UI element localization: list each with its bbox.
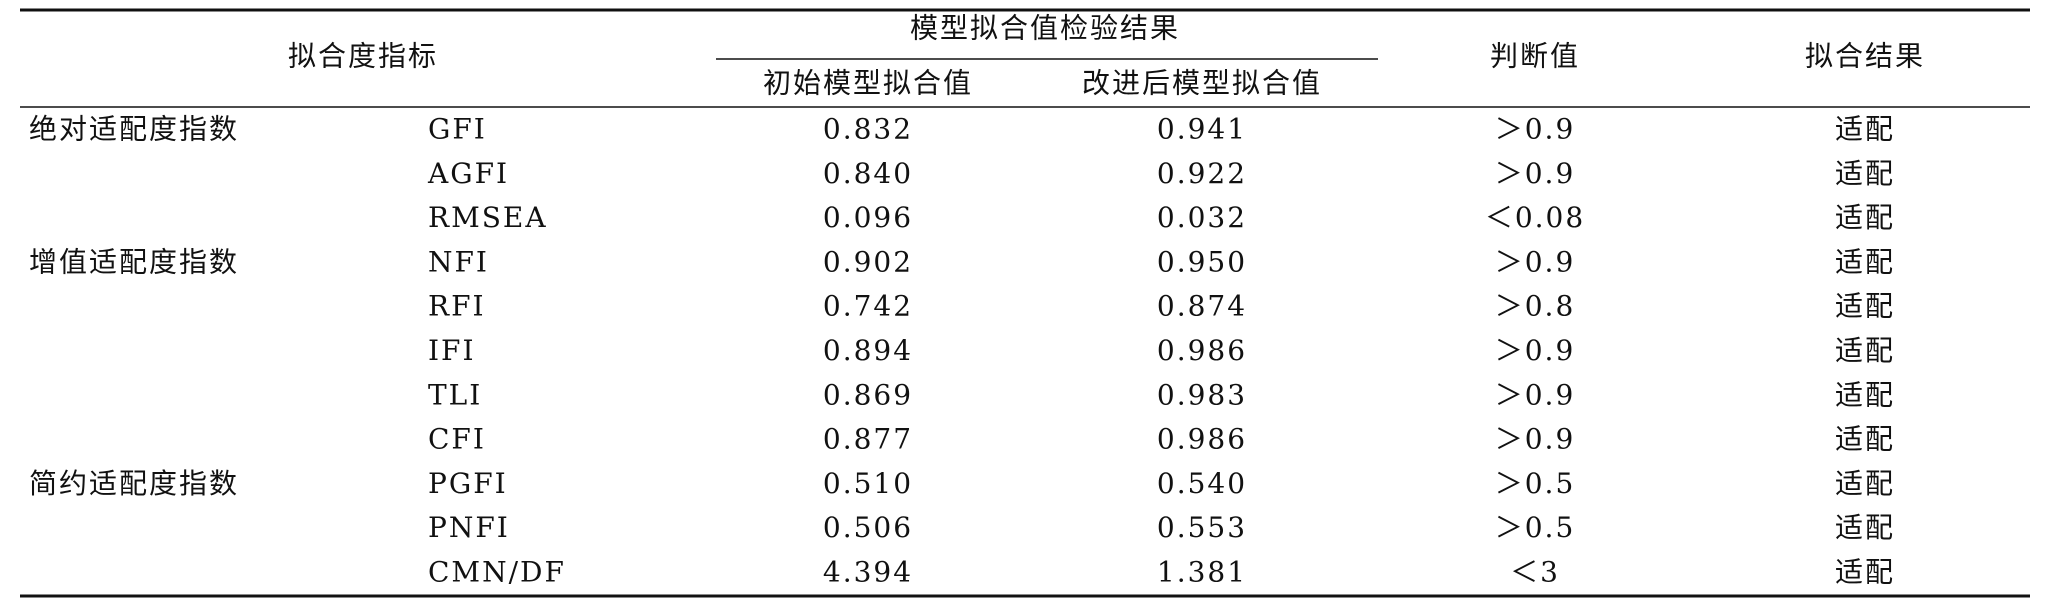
cell-index: RMSEA [428,201,548,234]
cell-initial: 0.742 [823,290,913,323]
cell-improved: 0.874 [1157,290,1247,323]
cell-initial: 0.869 [823,378,913,411]
cell-improved: 0.983 [1157,378,1247,411]
cell-group: 简约适配度指数 [29,467,239,500]
cell-criterion: ＞0.5 [1495,511,1576,544]
cell-initial: 0.510 [823,467,913,500]
cell-index: GFI [428,113,487,146]
cell-initial: 4.394 [823,556,913,589]
cell-criterion: ＞0.9 [1495,378,1576,411]
cell-improved: 0.986 [1157,334,1247,367]
cell-index: CMN/DF [428,556,566,589]
cell-initial: 0.840 [823,157,913,190]
cell-criterion: ＞0.9 [1495,334,1576,367]
cell-index: PGFI [428,467,508,500]
header-cell: 拟合结果 [1805,40,1925,73]
cell-group: 绝对适配度指数 [29,113,239,146]
cell-result: 适配 [1835,334,1895,367]
cell-index: TLI [428,378,482,411]
header-cell: 模型拟合值检验结果 [910,12,1180,45]
cell-criterion: ＞0.9 [1495,113,1576,146]
cell-result: 适配 [1835,245,1895,278]
cell-result: 适配 [1835,467,1895,500]
cell-index: RFI [428,290,486,323]
cell-index: NFI [428,245,489,278]
cell-initial: 0.832 [823,113,913,146]
cell-result: 适配 [1835,423,1895,456]
cell-result: 适配 [1835,113,1895,146]
cell-index: CFI [428,423,486,456]
cell-criterion: ＞0.9 [1495,245,1576,278]
cell-criterion: ＜0.08 [1485,201,1585,234]
cell-initial: 0.096 [823,201,913,234]
cell-improved: 0.922 [1157,157,1247,190]
cell-improved: 0.986 [1157,423,1247,456]
cell-criterion: ＞0.9 [1495,157,1576,190]
cell-index: AGFI [427,157,509,190]
cell-improved: 0.950 [1157,245,1247,278]
cell-improved: 0.553 [1157,511,1247,544]
cell-result: 适配 [1835,378,1895,411]
header-cell: 拟合度指标 [288,40,438,73]
cell-result: 适配 [1835,556,1895,589]
cell-criterion: ＞0.8 [1495,290,1576,323]
header-cell: 初始模型拟合值 [763,67,973,100]
cell-criterion: ＞0.9 [1495,423,1576,456]
cell-initial: 0.877 [823,423,913,456]
cell-result: 适配 [1835,511,1895,544]
header-cell: 改进后模型拟合值 [1082,67,1322,100]
cell-improved: 0.941 [1157,113,1247,146]
cell-criterion: ＞0.5 [1495,467,1576,500]
cell-group: 增值适配度指数 [29,245,239,278]
cell-index: PNFI [428,511,510,544]
cell-improved: 0.032 [1157,201,1247,234]
cell-result: 适配 [1835,201,1895,234]
header-cell: 判断值 [1490,40,1580,73]
cell-initial: 0.506 [823,511,913,544]
cell-index: IFI [428,334,476,367]
cell-improved: 1.381 [1157,556,1247,589]
cell-result: 适配 [1835,290,1895,323]
cell-initial: 0.902 [823,245,913,278]
cell-result: 适配 [1835,157,1895,190]
cell-improved: 0.540 [1157,467,1247,500]
cell-criterion: ＜3 [1510,556,1560,589]
cell-initial: 0.894 [823,334,913,367]
